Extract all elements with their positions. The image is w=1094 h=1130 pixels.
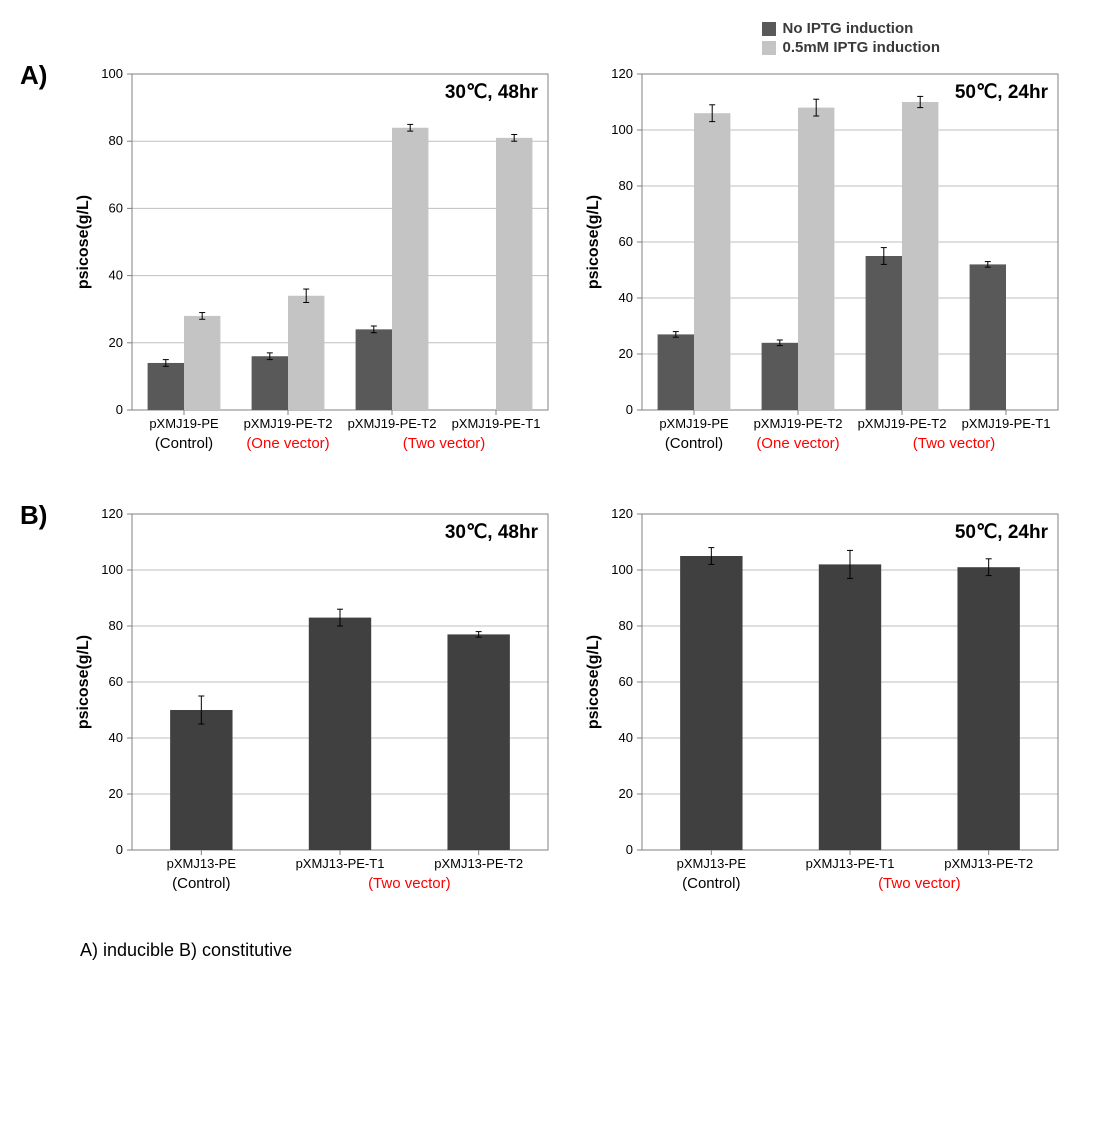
svg-text:(One vector): (One vector) [246, 435, 329, 452]
svg-text:pXMJ13-PE: pXMJ13-PE [167, 856, 237, 871]
svg-text:(Control): (Control) [682, 875, 740, 892]
svg-text:pXMJ19-PE-T2: pXMJ19-PE-T2 [754, 416, 843, 431]
svg-text:(One vector): (One vector) [756, 435, 839, 452]
svg-text:60: 60 [109, 200, 123, 215]
svg-text:psicose(g/L): psicose(g/L) [585, 195, 602, 289]
figure-container: No IPTG induction 0.5mM IPTG induction A… [20, 20, 1070, 961]
svg-text:40: 40 [619, 730, 633, 745]
svg-text:80: 80 [619, 178, 633, 193]
svg-text:120: 120 [101, 506, 123, 521]
svg-text:50℃, 24hr: 50℃, 24hr [955, 82, 1049, 103]
svg-text:pXMJ13-PE-T2: pXMJ13-PE-T2 [944, 856, 1033, 871]
svg-text:0: 0 [626, 842, 633, 857]
svg-text:40: 40 [619, 290, 633, 305]
svg-text:(Control): (Control) [172, 875, 230, 892]
svg-text:20: 20 [619, 786, 633, 801]
svg-text:(Two vector): (Two vector) [878, 875, 961, 892]
svg-text:30℃, 48hr: 30℃, 48hr [445, 82, 539, 103]
svg-text:pXMJ19-PE-T2: pXMJ19-PE-T2 [858, 416, 947, 431]
chart-a-right: 0 20 40 60 80 100 120 pXMJ19-PE pXMJ19-PE-T2 pXMJ… [580, 60, 1070, 480]
svg-text:100: 100 [611, 122, 633, 137]
svg-text:100: 100 [101, 66, 123, 81]
svg-text:pXMJ13-PE-T2: pXMJ13-PE-T2 [434, 856, 523, 871]
svg-text:pXMJ13-PE-T1: pXMJ13-PE-T1 [806, 856, 895, 871]
legend-label-no-iptg: No IPTG induction [782, 20, 913, 37]
svg-text:(Two vector): (Two vector) [913, 435, 996, 452]
svg-text:pXMJ19-PE-T1: pXMJ19-PE-T1 [452, 416, 541, 431]
svg-text:120: 120 [611, 66, 633, 81]
row-a: A) 0 20 40 60 80 100 pXMJ19-PE pXMJ19-PE-T2 pXMJ… [20, 60, 1070, 480]
svg-text:pXMJ19-PE: pXMJ19-PE [149, 416, 219, 431]
svg-text:pXMJ19-PE: pXMJ19-PE [659, 416, 729, 431]
svg-text:pXMJ13-PE: pXMJ13-PE [677, 856, 747, 871]
chart-b-left: 0 20 40 60 80 100 120 pXMJ13-PE pXMJ13-PE-T1 pXMJ… [70, 500, 560, 920]
svg-text:0: 0 [626, 402, 633, 417]
svg-text:120: 120 [611, 506, 633, 521]
svg-text:40: 40 [109, 730, 123, 745]
legend-item-no-iptg: No IPTG induction [762, 20, 940, 37]
svg-text:20: 20 [619, 346, 633, 361]
svg-text:80: 80 [109, 133, 123, 148]
svg-text:pXMJ19-PE-T1: pXMJ19-PE-T1 [962, 416, 1051, 431]
svg-text:50℃, 24hr: 50℃, 24hr [955, 522, 1049, 543]
footnote: A) inducible B) constitutive [80, 940, 1070, 961]
legend: No IPTG induction 0.5mM IPTG induction [20, 20, 1070, 56]
panel-label-a: A) [20, 60, 50, 91]
svg-text:20: 20 [109, 786, 123, 801]
legend-label-iptg: 0.5mM IPTG induction [782, 39, 940, 56]
svg-text:40: 40 [109, 268, 123, 283]
svg-text:(Control): (Control) [155, 435, 213, 452]
svg-text:0: 0 [116, 402, 123, 417]
svg-text:pXMJ13-PE-T1: pXMJ13-PE-T1 [296, 856, 385, 871]
svg-text:pXMJ19-PE-T2: pXMJ19-PE-T2 [244, 416, 333, 431]
svg-text:60: 60 [109, 674, 123, 689]
svg-text:psicose(g/L): psicose(g/L) [75, 195, 92, 289]
svg-text:80: 80 [619, 618, 633, 633]
chart-b-right: 0 20 40 60 80 100 120 pXMJ13-PE pXMJ13-PE-T1 pXMJ… [580, 500, 1070, 920]
svg-text:pXMJ19-PE-T2: pXMJ19-PE-T2 [348, 416, 437, 431]
legend-swatch-light [762, 41, 776, 55]
legend-swatch-dark [762, 22, 776, 36]
svg-text:100: 100 [101, 562, 123, 577]
svg-text:(Control): (Control) [665, 435, 723, 452]
svg-text:0: 0 [116, 842, 123, 857]
svg-text:60: 60 [619, 234, 633, 249]
chart-a-left: 0 20 40 60 80 100 pXMJ19-PE pXMJ19-PE-T2 pXMJ19-… [70, 60, 560, 480]
svg-text:(Two vector): (Two vector) [403, 435, 486, 452]
row-b: B) 0 20 40 60 80 100 120 pXMJ13-PE pXMJ13-PE-T1 p… [20, 500, 1070, 920]
legend-item-iptg: 0.5mM IPTG induction [762, 39, 940, 56]
panel-label-b: B) [20, 500, 50, 531]
svg-text:60: 60 [619, 674, 633, 689]
svg-text:psicose(g/L): psicose(g/L) [585, 635, 602, 729]
svg-text:(Two vector): (Two vector) [368, 875, 451, 892]
svg-text:20: 20 [109, 335, 123, 350]
svg-text:30℃, 48hr: 30℃, 48hr [445, 522, 539, 543]
svg-text:psicose(g/L): psicose(g/L) [75, 635, 92, 729]
svg-text:80: 80 [109, 618, 123, 633]
svg-text:100: 100 [611, 562, 633, 577]
